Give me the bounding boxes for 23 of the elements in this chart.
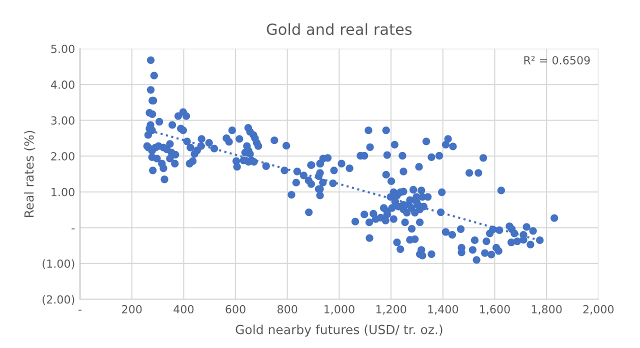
y-tick-label: (1.00) <box>42 259 74 270</box>
x-tick-label: 400 <box>174 305 194 314</box>
x-tick-label: 800 <box>278 305 298 314</box>
x-tick-label: - <box>78 310 82 311</box>
x-tick-label: 600 <box>226 305 246 314</box>
y-tick-label: 4.00 <box>50 80 74 89</box>
x-tick-label: 1,600 <box>480 305 510 315</box>
x-tick-label: 2,000 <box>583 305 614 315</box>
y-tick-label: (2.00) <box>42 295 74 305</box>
y-tick-label: 5.00 <box>51 44 74 54</box>
annotation: R² = 0.6509 <box>524 56 590 64</box>
y-tick-label: - <box>72 228 75 230</box>
x-tick-label: 1,400 <box>428 305 458 315</box>
x-tick-label: 1,000 <box>324 305 354 315</box>
chart-title: Gold and real rates <box>266 23 412 36</box>
y-tick-label: 2.00 <box>51 152 74 160</box>
x-tick-label: 1,200 <box>376 305 406 315</box>
x-tick-label: 200 <box>122 305 142 314</box>
y-tick-label: 1.00 <box>52 188 74 196</box>
x-tick-label: 1,800 <box>532 305 562 315</box>
y-tick-label: 3.00 <box>51 116 74 125</box>
x-axis-title: Gold nearby futures (USD/ tr. oz.) <box>236 324 442 337</box>
y-axis-title: Real rates (%) <box>24 130 36 217</box>
